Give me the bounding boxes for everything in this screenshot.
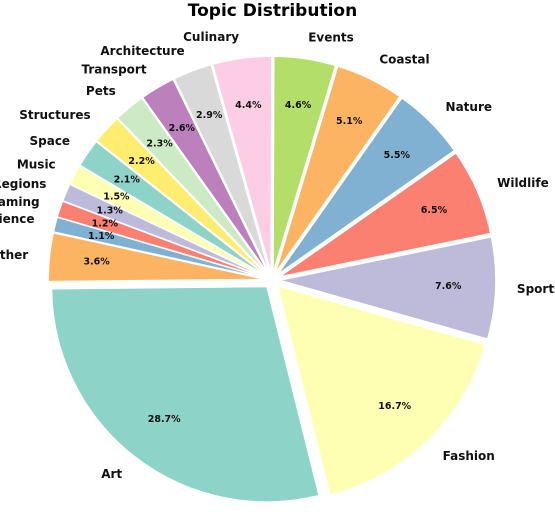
pie-slice-architecture	[173, 64, 270, 273]
percent-label-coastal: 5.1%	[336, 116, 363, 127]
category-label-coastal: Coastal	[379, 53, 429, 67]
pie-slice-wildlife	[279, 152, 492, 278]
percent-label-pets: 2.3%	[146, 139, 173, 150]
category-label-fashion: Fashion	[443, 449, 495, 463]
percent-label-structures: 2.2%	[128, 156, 155, 167]
pie-slice-regions	[62, 183, 265, 278]
percent-label-transport: 2.6%	[169, 123, 196, 134]
category-label-regions: Regions	[0, 177, 46, 191]
category-label-science: Science	[0, 212, 35, 226]
percent-label-wildlife: 6.5%	[421, 205, 448, 216]
percent-label-architecture: 2.9%	[196, 110, 223, 121]
percent-label-gaming: 1.2%	[92, 219, 119, 230]
percent-label-music: 1.5%	[103, 192, 130, 203]
category-label-structures: Structures	[19, 108, 90, 122]
percent-label-sports: 7.6%	[435, 281, 462, 292]
pie-slice-transport	[142, 78, 269, 273]
pie-slice-fashion	[277, 285, 486, 496]
category-label-music: Music	[17, 158, 56, 172]
category-label-transport: Transport	[82, 62, 147, 76]
percent-label-nature: 5.5%	[384, 150, 411, 161]
percent-label-fashion: 16.7%	[378, 401, 411, 412]
category-label-culinary: Culinary	[183, 30, 239, 44]
category-labels: Art Fashion Sports Wildlife Nature Coastal Eve…	[0, 30, 555, 481]
percent-label-events: 4.6%	[285, 100, 312, 111]
pie-slice-structures	[96, 118, 266, 275]
pie-slice-pets	[117, 97, 267, 274]
percent-label-culinary: 4.4%	[235, 100, 262, 111]
category-label-art: Art	[101, 467, 122, 481]
pie-slice-science	[53, 216, 264, 279]
pie-slice-coastal	[275, 65, 401, 273]
category-label-events: Events	[308, 31, 354, 45]
percent-label-other: 3.6%	[83, 256, 110, 267]
category-label-other: Other	[0, 248, 28, 262]
percent-labels: 28.7%16.7%7.6%6.5%5.5%5.1%4.6%4.4%2.9%2.…	[83, 100, 461, 425]
percent-label-space: 2.1%	[114, 175, 141, 186]
pie-slice-nature	[277, 97, 455, 275]
pie-slice-culinary	[212, 55, 273, 272]
category-label-architecture: Architecture	[100, 44, 184, 58]
percent-label-art: 28.7%	[148, 414, 181, 425]
pie-slice-other	[47, 232, 264, 282]
percent-label-science: 1.1%	[88, 231, 115, 242]
pie-slice-music	[69, 165, 265, 277]
pie-slice-space	[79, 141, 266, 276]
category-label-wildlife: Wildlife	[497, 176, 549, 190]
chart-title: Topic Distribution	[187, 1, 358, 21]
pie-slice-art	[51, 286, 320, 503]
pie-slice-gaming	[56, 200, 265, 278]
category-label-nature: Nature	[446, 100, 492, 114]
pie-slice-sports	[280, 236, 497, 340]
category-label-sports: Sports	[517, 282, 555, 296]
category-label-gaming: Gaming	[0, 195, 40, 209]
category-label-pets: Pets	[86, 84, 116, 98]
category-label-space: Space	[29, 134, 70, 148]
pie-slice-events	[272, 55, 336, 272]
pie-slices	[47, 55, 497, 503]
percent-label-regions: 1.3%	[97, 206, 124, 217]
